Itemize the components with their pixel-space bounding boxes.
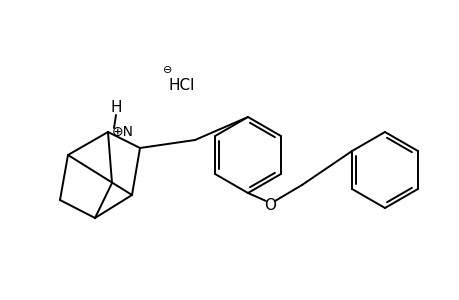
Text: O: O: [263, 197, 275, 212]
Text: HCl: HCl: [168, 79, 195, 94]
Text: ⊕N: ⊕N: [112, 125, 134, 139]
Text: ⊖: ⊖: [163, 65, 172, 75]
Text: H: H: [110, 100, 122, 115]
